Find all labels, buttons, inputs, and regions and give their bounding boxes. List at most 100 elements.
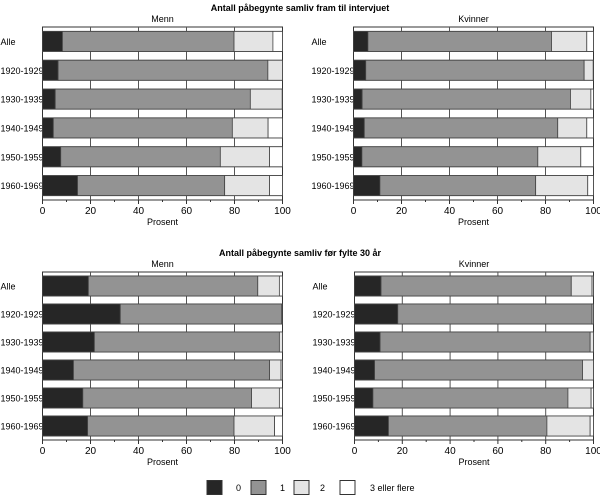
bar-segment-1 [364,118,557,138]
x-tick-label: 100 [274,446,291,457]
bar-segment-2 [234,31,273,51]
group-title-top: Antall påbegynte samliv fram til intervj… [211,3,390,13]
bar-segment-3-eller-flere [275,416,283,436]
legend-label: 1 [280,483,285,493]
y-category-label: 1940-1949 [312,123,355,133]
x-tick-label: 40 [133,446,145,457]
y-category-label: 1930-1939 [1,95,44,105]
bar-segment-0 [43,147,61,167]
y-category-label: 1930-1939 [313,338,356,348]
x-axis-label: Prosent [458,457,490,467]
bar-segment-1 [73,360,269,380]
y-category-label: 1920-1929 [1,66,44,76]
bar-segment-3-eller-flere [592,276,593,296]
x-tick-label: 0 [351,206,357,217]
bar-segment-2 [536,176,588,196]
x-tick-label: 60 [492,206,504,217]
x-tick-label: 0 [40,206,46,217]
bar-segment-1 [88,276,257,296]
x-tick-label: 40 [444,206,456,217]
bar-segment-2 [558,118,587,138]
x-tick-label: 20 [85,206,97,217]
bar-segment-1 [83,388,252,408]
panel-title: Kvinner [459,259,490,269]
y-category-label: 1950-1959 [312,152,355,162]
bar-segment-0 [43,304,121,324]
y-category-label: 1920-1929 [313,310,356,320]
plot-area [355,272,594,440]
bar-segment-0 [354,60,366,80]
bar-segment-2 [570,89,590,109]
bar-segment-2 [250,89,282,109]
bar-segment-3-eller-flere [270,147,283,167]
x-tick-label: 40 [133,206,145,217]
y-category-label: Alle [313,282,328,292]
bar-segment-0 [355,360,375,380]
x-axis-label: Prosent [458,217,490,227]
bar-segment-2 [592,304,593,324]
y-category-label: 1930-1939 [312,95,355,105]
bar-segment-1 [381,276,571,296]
bar-segment-0 [43,118,54,138]
bar-segment-3-eller-flere [587,118,594,138]
x-tick-label: 100 [585,446,600,457]
y-category-label: 1940-1949 [1,123,44,133]
y-category-label: 1960-1969 [313,422,356,432]
y-category-label: Alle [312,37,327,47]
bar-segment-0 [43,360,74,380]
bar-segment-0 [43,60,59,80]
bar-segment-1 [58,60,268,80]
y-category-label: 1960-1969 [1,422,44,432]
bar-segment-2 [571,276,592,296]
x-tick-label: 40 [445,446,457,457]
bar-segment-1 [373,388,568,408]
panel-title: Menn [151,14,174,24]
y-category-label: 1920-1929 [312,66,355,76]
bar-segment-3-eller-flere [273,31,283,51]
y-category-label: 1940-1949 [1,366,44,376]
x-tick-label: 100 [585,206,600,217]
bar-segment-0 [43,89,56,109]
bar-segment-3-eller-flere [279,276,282,296]
panel-title: Menn [151,259,174,269]
x-tick-label: 60 [181,446,193,457]
bar-segment-0 [355,416,389,436]
bar-segment-1 [398,304,592,324]
bar-segment-0 [43,276,89,296]
bar-segment-1 [78,176,225,196]
bar-segment-0 [355,388,373,408]
bar-segment-3-eller-flere [590,416,593,436]
bar-segment-0 [43,388,83,408]
y-category-label: 1950-1959 [1,394,44,404]
bar-segment-3-eller-flere [588,176,594,196]
plot-area [43,27,283,200]
bar-segment-3-eller-flere [591,388,593,408]
bar-segment-2 [552,31,587,51]
bar-segment-0 [354,176,380,196]
bar-segment-2 [590,332,593,352]
bar-segment-3-eller-flere [591,89,594,109]
bar-segment-1 [62,31,234,51]
bar-segment-3-eller-flere [281,360,282,380]
bar-segment-0 [354,31,368,51]
bar-segment-0 [354,118,365,138]
x-tick-label: 60 [181,206,193,217]
bar-segment-2 [268,60,283,80]
bar-segment-2 [279,332,282,352]
legend-label: 2 [320,483,325,493]
legend-swatch [207,481,222,495]
plot-area [354,27,594,200]
y-category-label: 1950-1959 [1,152,44,162]
group-title-bottom: Antall påbegynte samliv før fylte 30 år [219,248,382,258]
bar-segment-1 [380,176,536,196]
legend-label: 0 [236,483,241,493]
panel-title: Kvinner [458,14,489,24]
bar-segment-1 [380,332,590,352]
bar-segment-2 [583,360,594,380]
bar-segment-2 [568,388,591,408]
bar-segment-0 [355,276,382,296]
